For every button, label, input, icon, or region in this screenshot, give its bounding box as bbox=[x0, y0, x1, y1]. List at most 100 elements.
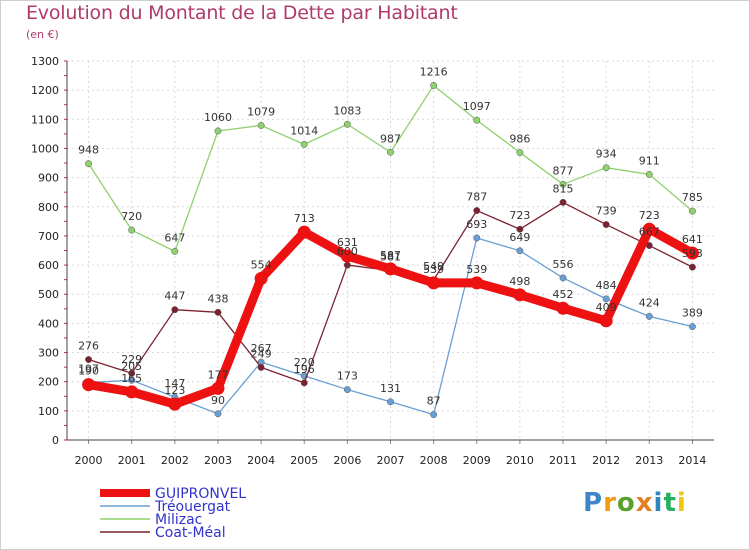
x-tick-label: 2004 bbox=[247, 454, 275, 467]
legend-label: GUIPRONVEL bbox=[155, 486, 246, 502]
data-point bbox=[125, 385, 139, 399]
data-point bbox=[516, 225, 524, 233]
data-point bbox=[254, 271, 268, 285]
data-label: 123 bbox=[164, 384, 185, 397]
x-tick-label: 2014 bbox=[678, 454, 706, 467]
logo-letter: i bbox=[653, 488, 664, 518]
data-label: 581 bbox=[380, 251, 401, 264]
data-point bbox=[645, 170, 653, 178]
data-label: 229 bbox=[121, 353, 142, 366]
data-point bbox=[427, 276, 441, 290]
x-tick-label: 2007 bbox=[377, 454, 405, 467]
data-label: 987 bbox=[380, 132, 401, 145]
data-point bbox=[128, 376, 136, 384]
data-point bbox=[85, 160, 93, 168]
data-label: 220 bbox=[294, 356, 315, 369]
legend-label: Milizac bbox=[155, 512, 202, 528]
data-label: 409 bbox=[596, 301, 617, 314]
data-label: 131 bbox=[380, 382, 401, 395]
data-label: 815 bbox=[553, 182, 574, 195]
x-tick-label: 2009 bbox=[463, 454, 491, 467]
data-label: 1079 bbox=[247, 105, 275, 118]
data-label: 197 bbox=[78, 363, 99, 376]
data-label: 1014 bbox=[290, 124, 318, 137]
x-tick-label: 2005 bbox=[290, 454, 318, 467]
data-point bbox=[257, 121, 265, 129]
x-tick-label: 2002 bbox=[161, 454, 189, 467]
logo-letter: t bbox=[663, 488, 677, 518]
data-label: 205 bbox=[121, 360, 142, 373]
chart-subtitle: (en €) bbox=[26, 28, 59, 41]
data-point bbox=[340, 249, 354, 263]
data-label: 593 bbox=[682, 247, 703, 260]
legend-label: Coat-Méal bbox=[155, 525, 226, 541]
data-label: 438 bbox=[207, 292, 228, 305]
data-point bbox=[688, 207, 696, 215]
x-tick-label: 2008 bbox=[420, 454, 448, 467]
y-tick-label: 1100 bbox=[31, 113, 59, 126]
data-label: 785 bbox=[682, 191, 703, 204]
data-label: 934 bbox=[596, 148, 617, 161]
logo-letter: r bbox=[603, 488, 617, 518]
data-point bbox=[559, 274, 567, 282]
x-tick-label: 2012 bbox=[592, 454, 620, 467]
data-point bbox=[602, 221, 610, 229]
proxiti-logo: Proxiti bbox=[583, 488, 687, 518]
data-label: 147 bbox=[164, 377, 185, 390]
data-point bbox=[685, 246, 699, 260]
data-label: 165 bbox=[121, 372, 142, 385]
y-tick-label: 0 bbox=[52, 434, 59, 447]
data-label: 87 bbox=[427, 395, 441, 408]
data-label: 389 bbox=[682, 307, 703, 320]
data-label: 556 bbox=[553, 258, 574, 271]
data-point bbox=[171, 306, 179, 314]
data-point bbox=[556, 301, 570, 315]
x-tick-label: 2001 bbox=[118, 454, 146, 467]
data-label: 196 bbox=[294, 363, 315, 376]
logo-letter: x bbox=[635, 488, 654, 518]
data-label: 631 bbox=[337, 236, 358, 249]
data-point bbox=[559, 180, 567, 188]
data-label: 1060 bbox=[204, 111, 232, 124]
data-point bbox=[602, 295, 610, 303]
data-point bbox=[387, 148, 394, 156]
data-point bbox=[513, 288, 527, 302]
data-point bbox=[473, 116, 481, 124]
y-tick-label: 100 bbox=[38, 405, 59, 418]
data-label: 452 bbox=[553, 288, 574, 301]
data-label: 549 bbox=[423, 260, 444, 273]
data-label: 720 bbox=[121, 210, 142, 223]
y-tick-label: 600 bbox=[38, 259, 59, 272]
data-label: 1216 bbox=[420, 65, 448, 78]
data-point bbox=[343, 386, 351, 394]
data-label: 249 bbox=[251, 347, 272, 360]
data-label: 739 bbox=[596, 205, 617, 218]
data-point bbox=[516, 149, 524, 156]
y-tick-label: 200 bbox=[38, 376, 59, 389]
data-label: 877 bbox=[553, 164, 574, 177]
data-label: 177 bbox=[207, 368, 228, 381]
legend-label: Tréouergat bbox=[154, 499, 231, 515]
data-point bbox=[343, 261, 351, 269]
data-label: 600 bbox=[337, 245, 358, 258]
data-point bbox=[473, 207, 481, 215]
data-label: 713 bbox=[294, 212, 315, 225]
data-label: 649 bbox=[509, 231, 530, 244]
data-label: 723 bbox=[509, 209, 530, 222]
data-label: 539 bbox=[423, 263, 444, 276]
logo-letter: i bbox=[676, 488, 687, 518]
x-tick-label: 2013 bbox=[635, 454, 663, 467]
data-point bbox=[387, 398, 394, 406]
logo-letter: P bbox=[583, 488, 604, 518]
y-tick-label: 300 bbox=[38, 347, 59, 360]
x-tick-label: 2006 bbox=[333, 454, 361, 467]
data-label: 539 bbox=[466, 263, 487, 276]
data-point bbox=[82, 378, 96, 392]
data-label: 554 bbox=[251, 258, 272, 271]
data-point bbox=[430, 411, 438, 419]
data-label: 723 bbox=[639, 209, 660, 222]
data-label: 641 bbox=[682, 233, 703, 246]
y-tick-label: 400 bbox=[38, 317, 59, 330]
data-point bbox=[559, 198, 567, 206]
y-tick-label: 900 bbox=[38, 172, 59, 185]
